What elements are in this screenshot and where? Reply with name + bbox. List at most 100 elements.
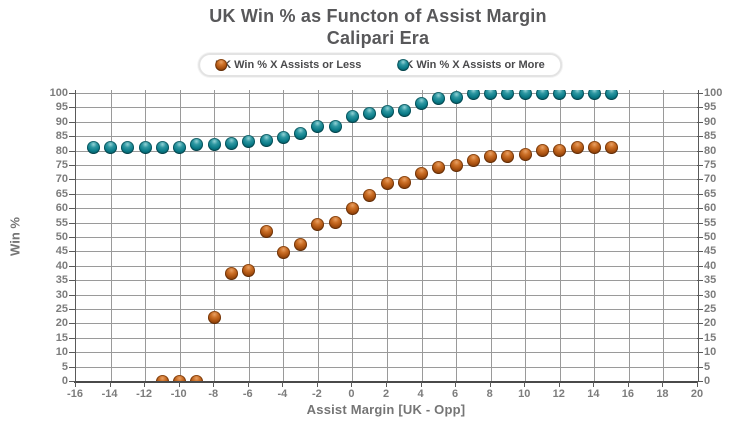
data-point[interactable] — [328, 216, 342, 230]
data-point[interactable] — [363, 188, 377, 202]
data-point[interactable] — [138, 141, 152, 155]
y-tick-label-left: 5 — [61, 360, 68, 373]
y-tick-label-right: 5 — [704, 360, 711, 373]
data-point[interactable] — [570, 90, 584, 100]
y-tick — [697, 107, 703, 109]
y-tick-label-left: 75 — [55, 159, 68, 171]
data-point[interactable] — [259, 134, 273, 148]
y-tick-label-left: 60 — [55, 202, 68, 215]
y-tick-label-right: 95 — [704, 101, 717, 114]
data-point[interactable] — [380, 177, 394, 191]
y-tick-label-left: 45 — [55, 245, 68, 258]
x-tick-label: 4 — [417, 388, 424, 400]
data-point[interactable] — [121, 141, 135, 155]
y-tick-label-left: 70 — [55, 173, 68, 186]
data-point[interactable] — [553, 90, 567, 100]
data-point[interactable] — [518, 148, 532, 162]
data-point[interactable] — [242, 263, 256, 277]
data-point[interactable] — [86, 141, 100, 155]
data-point[interactable] — [449, 158, 463, 172]
y-tick-label-left: 40 — [55, 259, 68, 272]
y-tick-label-left: 30 — [55, 288, 68, 301]
data-point[interactable] — [207, 138, 221, 152]
data-point[interactable] — [190, 374, 204, 381]
data-point[interactable] — [466, 90, 480, 100]
data-point[interactable] — [501, 149, 515, 163]
y-tick — [697, 208, 703, 210]
data-point[interactable] — [536, 144, 549, 158]
data-point[interactable] — [605, 141, 619, 155]
data-point[interactable] — [225, 266, 238, 280]
data-point[interactable] — [587, 90, 601, 100]
y-tick — [697, 93, 703, 94]
data-point[interactable] — [173, 141, 187, 155]
legend-item-assists-or-more[interactable]: UK Win % X Assists or More — [397, 59, 545, 71]
data-point[interactable] — [242, 135, 256, 149]
y-tick-label-left: 10 — [55, 346, 68, 359]
y-tick — [697, 222, 703, 224]
x-tick — [351, 382, 353, 387]
y-tick — [69, 337, 75, 339]
data-point[interactable] — [484, 90, 498, 100]
data-point[interactable] — [415, 167, 429, 181]
data-point[interactable] — [311, 119, 325, 133]
data-point[interactable] — [294, 126, 308, 140]
data-point[interactable] — [345, 201, 359, 215]
data-point[interactable] — [155, 141, 169, 155]
y-tick — [69, 107, 75, 109]
data-point[interactable] — [294, 237, 308, 251]
y-tick — [69, 208, 75, 210]
x-tick — [697, 382, 698, 387]
teal-series-marker-icon — [397, 59, 410, 71]
data-point[interactable] — [484, 149, 498, 163]
data-point[interactable] — [397, 103, 411, 117]
data-point[interactable] — [570, 141, 584, 155]
data-point[interactable] — [501, 90, 515, 100]
y-tick — [697, 165, 703, 166]
legend-item-assists-or-less[interactable]: UK Win % X Assists or Less — [215, 59, 361, 71]
data-point[interactable] — [155, 374, 169, 381]
x-tick — [109, 382, 111, 387]
y-tick — [697, 337, 703, 339]
data-point[interactable] — [415, 96, 429, 110]
data-point[interactable] — [363, 106, 377, 120]
data-point[interactable] — [380, 105, 394, 119]
data-point[interactable] — [207, 311, 221, 325]
x-tick-label: -10 — [170, 388, 187, 400]
data-point[interactable] — [536, 90, 549, 100]
data-point[interactable] — [518, 90, 532, 100]
data-point[interactable] — [276, 131, 290, 145]
y-tick — [69, 179, 75, 181]
x-tick — [455, 382, 457, 387]
data-point[interactable] — [466, 154, 480, 168]
data-point[interactable] — [173, 374, 187, 381]
x-tick-label: 18 — [656, 388, 669, 400]
data-point[interactable] — [432, 161, 446, 175]
data-point[interactable] — [449, 90, 463, 104]
y-tick-label-left: 85 — [55, 130, 68, 143]
data-point[interactable] — [311, 217, 325, 231]
data-point[interactable] — [553, 144, 567, 158]
data-point[interactable] — [328, 119, 342, 133]
y-tick-label-right: 90 — [704, 115, 717, 128]
data-point[interactable] — [432, 92, 446, 106]
y-tick-label-left: 90 — [55, 115, 68, 128]
v-gridline — [387, 90, 388, 381]
data-point[interactable] — [190, 138, 204, 152]
y-tick-label-left: 0 — [61, 375, 68, 387]
y-tick-label-left: 65 — [55, 187, 68, 200]
data-point[interactable] — [259, 224, 273, 238]
orange-series-marker-icon — [215, 59, 228, 71]
y-tick-label-right: 80 — [704, 144, 717, 157]
data-point[interactable] — [587, 141, 601, 155]
y-tick — [69, 121, 75, 123]
data-point[interactable] — [104, 141, 118, 155]
data-point[interactable] — [397, 175, 411, 189]
data-point[interactable] — [345, 109, 359, 123]
data-point[interactable] — [276, 246, 290, 260]
data-point[interactable] — [225, 136, 238, 150]
chart-legend: UK Win % X Assists or Less UK Win % X As… — [198, 53, 562, 77]
data-point[interactable] — [605, 90, 619, 100]
v-gridline — [594, 90, 596, 381]
